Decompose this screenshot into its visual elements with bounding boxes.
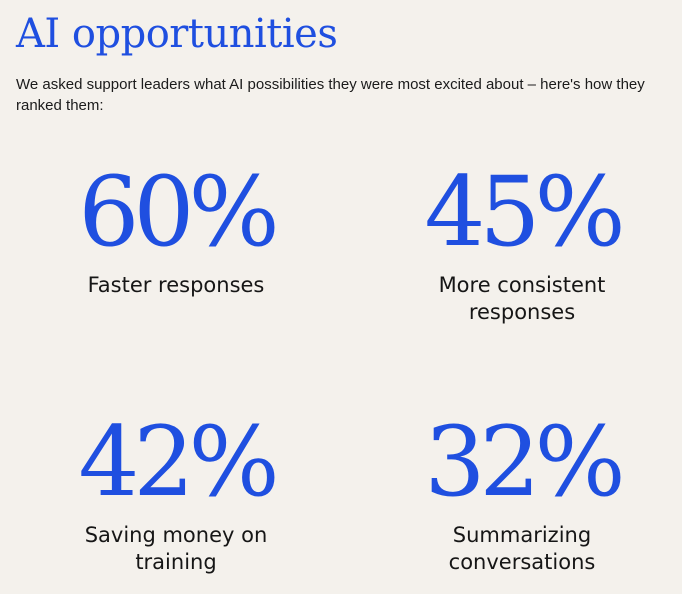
stat-label: Summarizing conversations [448,523,596,574]
stat-value: 45% [424,156,625,268]
page-title: AI opportunities [16,11,338,57]
stat-faster-responses: 60% Faster responses [26,162,326,299]
stat-value: 32% [424,406,625,518]
stat-saving-money: 42% Saving money on training [26,412,326,576]
stat-consistent-responses: 45% More consistent responses [372,162,672,326]
page-subtitle: We asked support leaders what AI possibi… [16,76,645,114]
stat-label: Faster responses [87,273,265,297]
stat-label: More consistent responses [438,273,606,324]
stat-value: 42% [78,406,279,518]
stat-value: 60% [78,156,279,268]
stat-label: Saving money on training [84,523,268,574]
stat-summarizing: 32% Summarizing conversations [372,412,672,576]
